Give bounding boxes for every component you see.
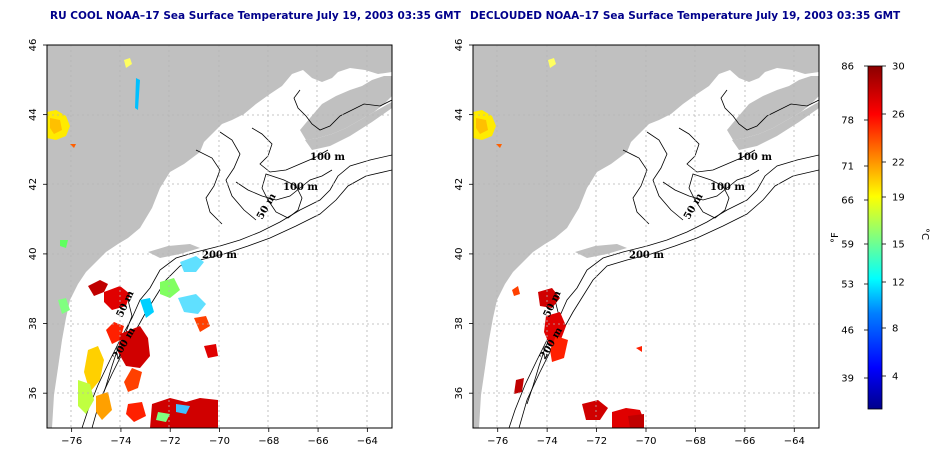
celsius-tick-label: 12: [892, 278, 905, 289]
right-sst-patches: [473, 58, 644, 428]
right-y-tick-label: 40: [454, 248, 465, 261]
left-y-tick-label: 44: [28, 108, 39, 121]
fahrenheit-tick-label: 53: [841, 280, 854, 291]
celsius-tick-label: 4: [892, 372, 898, 383]
left-panel-title: RU COOL NOAA–17 Sea Surface Temperature …: [50, 10, 461, 22]
fahrenheit-tick-label: 71: [841, 162, 854, 173]
right-nova-scotia: [727, 76, 819, 140]
right-y-tick-label: 42: [454, 178, 465, 191]
left-delaware-bay: [88, 288, 98, 312]
left-contour-label-100m-b: 100 m: [283, 182, 318, 193]
fahrenheit-tick-label: 39: [841, 374, 854, 385]
fahrenheit-unit-label: °F: [830, 232, 841, 243]
celsius-tick-label: 30: [892, 62, 905, 73]
colorbar-ticks: 86 78 71 66 59 53 46 39 30 26 22 19 15 12 8 4: [841, 62, 904, 385]
left-y-tick-label: 42: [28, 178, 39, 191]
left-x-tick-label: −74: [110, 436, 131, 447]
left-y-tick-label: 38: [28, 317, 39, 330]
right-grid: [473, 45, 819, 428]
left-x-tick-label: −66: [308, 436, 329, 447]
left-contour-label-100m-a: 100 m: [310, 152, 345, 163]
right-y-tick-label: 44: [454, 108, 465, 121]
fahrenheit-tick-label: 78: [841, 116, 854, 127]
right-x-tick-label: −64: [784, 436, 805, 447]
right-x-tick-label: −76: [487, 436, 508, 447]
celsius-tick-label: 8: [892, 324, 898, 335]
right-x-tick-label: −68: [685, 436, 706, 447]
celsius-tick-label: 15: [892, 240, 905, 251]
left-x-tick-label: −76: [61, 436, 82, 447]
fahrenheit-tick-label: 86: [841, 62, 854, 73]
right-y-tick-label: 36: [454, 387, 465, 400]
axes-layer: −76 −74 −72 −70 −68 −66 −64 36 38 40 42 44 46 −76 −74 −…: [28, 39, 805, 447]
left-land-mass: [47, 45, 392, 428]
left-contour-label-200m-a: 200 m: [202, 250, 237, 261]
left-nova-scotia-fill: [305, 102, 392, 150]
left-x-tick-label: −64: [357, 436, 378, 447]
left-chesapeake: [62, 300, 78, 428]
celsius-tick-label: 19: [892, 193, 905, 204]
right-x-tick-label: −72: [586, 436, 607, 447]
left-x-tick-label: −70: [209, 436, 230, 447]
right-x-tick-label: −74: [537, 436, 558, 447]
right-long-island: [575, 244, 627, 258]
right-x-tick-label: −66: [734, 436, 755, 447]
celsius-tick-label: 26: [892, 110, 905, 121]
right-land-mass: [473, 45, 819, 428]
left-x-tick-label: −68: [258, 436, 279, 447]
fahrenheit-tick-label: 46: [841, 326, 854, 337]
left-y-tick-label: 46: [28, 39, 39, 52]
colorbar-gradient: [867, 65, 883, 410]
right-nova-scotia-fill: [732, 102, 819, 150]
celsius-unit-label: °C: [919, 228, 930, 240]
right-contour-label-100m-b: 100 m: [710, 182, 745, 193]
left-y-tick-label: 36: [28, 387, 39, 400]
left-nova-scotia: [300, 76, 392, 140]
left-x-tick-label: −72: [160, 436, 181, 447]
left-grid: [47, 45, 392, 428]
right-panel-title: DECLOUDED NOAA–17 Sea Surface Temperatur…: [470, 10, 901, 22]
right-y-tick-label: 38: [454, 317, 465, 330]
celsius-tick-label: 22: [892, 158, 905, 169]
right-contour-label-100m-a: 100 m: [737, 152, 772, 163]
right-contour-label-200m-a: 200 m: [629, 250, 664, 261]
right-map-panel: 100 m 100 m 50 m 200 m 50 m 200 m: [472, 44, 820, 429]
left-long-island: [148, 244, 200, 258]
right-y-tick-label: 46: [454, 39, 465, 52]
temperature-colorbar: 86 78 71 66 59 53 46 39 30 26 22 19 15 12 8 4 °F °C: [830, 62, 930, 410]
right-x-tick-label: −70: [635, 436, 656, 447]
right-chesapeake: [489, 300, 505, 428]
left-map-panel: 100 m 100 m 50 m 200 m 50 m 200 m: [46, 44, 393, 429]
fahrenheit-tick-label: 59: [841, 240, 854, 251]
fahrenheit-tick-label: 66: [841, 196, 854, 207]
left-y-tick-label: 40: [28, 248, 39, 261]
